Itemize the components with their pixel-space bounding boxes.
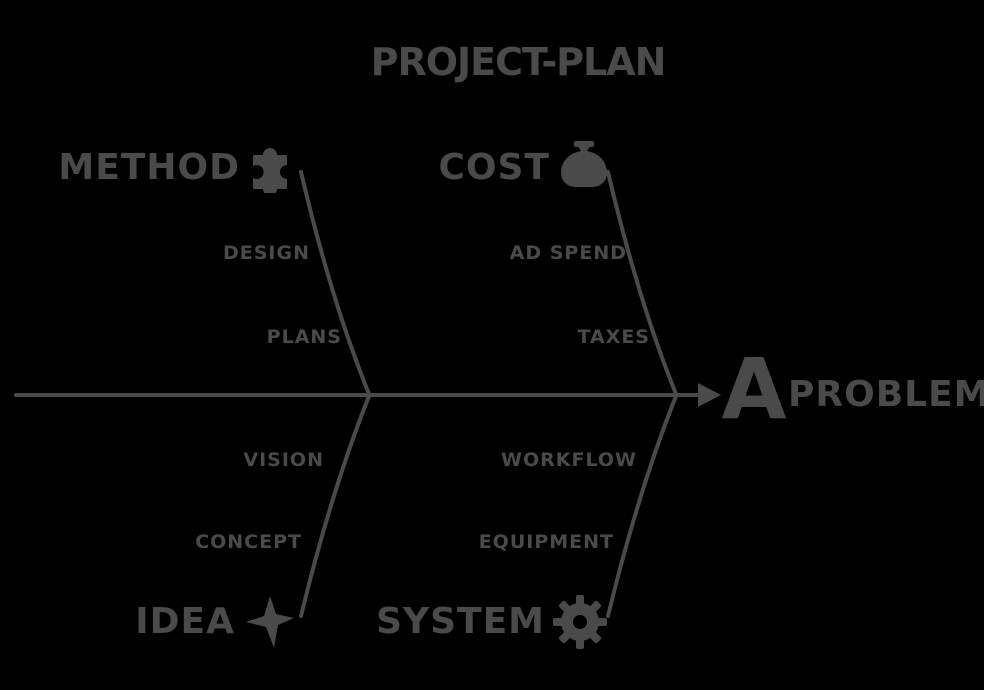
category-label-top-right: COST (438, 147, 550, 188)
diagram-title: PROJECT-PLAN (370, 40, 667, 84)
cause-label: PLANS (266, 326, 342, 348)
puzzle-icon (244, 139, 298, 197)
cause-label: CONCEPT (195, 531, 302, 553)
cause-label: EQUIPMENT (478, 531, 614, 553)
sparkle-plus-icon (242, 594, 298, 654)
bone-bottom-right (606, 394, 678, 618)
head-letter-a-glyph: A (721, 340, 787, 438)
category-label-top-left: METHOD (58, 147, 240, 188)
spine-arrowhead-icon (698, 383, 721, 407)
bone-top-right (606, 170, 678, 396)
bone-bottom-left (299, 394, 371, 618)
cause-label: AD SPEND (509, 242, 627, 264)
cause-label: VISION (243, 449, 324, 471)
cause-label: WORKFLOW (501, 449, 637, 471)
cause-label: DESIGN (222, 242, 310, 264)
bone-top-left (299, 170, 371, 396)
cause-label: TAXES (577, 326, 650, 348)
money-bag-icon (556, 137, 612, 197)
gear-icon (551, 593, 609, 655)
head-problem-label: PROBLEM (788, 374, 984, 415)
category-label-bottom-left: IDEA (135, 601, 235, 642)
category-label-bottom-right: SYSTEM (376, 601, 545, 642)
